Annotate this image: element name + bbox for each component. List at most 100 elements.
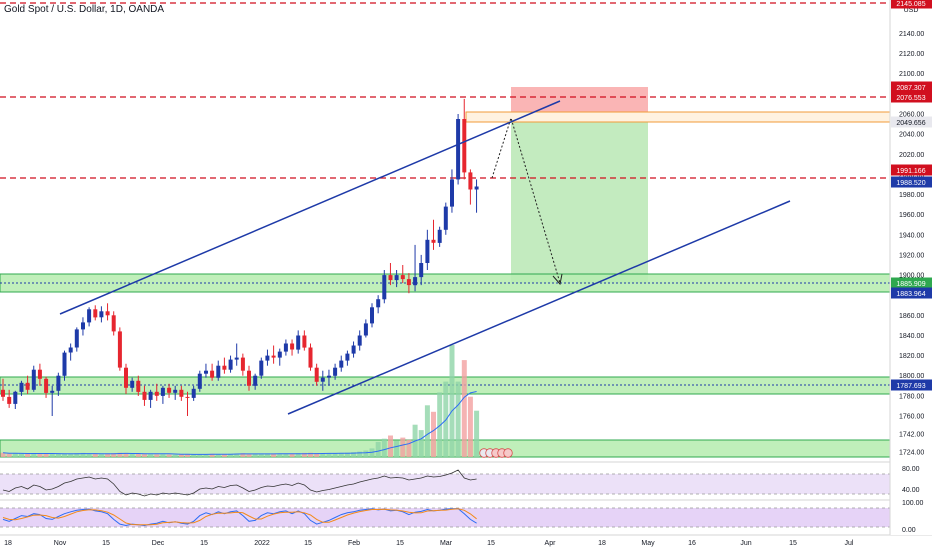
volume-bar [344, 452, 350, 457]
projection-path [491, 116, 561, 284]
candle[interactable] [81, 322, 85, 330]
candle[interactable] [283, 343, 288, 352]
volume-bar [351, 452, 357, 457]
candle[interactable] [247, 370, 251, 386]
volume-bar [246, 453, 252, 457]
candle[interactable] [93, 309, 98, 318]
candle[interactable] [443, 206, 448, 230]
channel-upper-trendline[interactable] [59, 100, 561, 315]
candle[interactable] [111, 315, 116, 332]
candle[interactable] [456, 119, 461, 180]
candle[interactable] [425, 239, 430, 263]
volume-bar [467, 396, 473, 457]
candle[interactable] [474, 186, 479, 190]
candle[interactable] [124, 367, 128, 388]
candle[interactable] [376, 299, 381, 308]
candle[interactable] [320, 377, 325, 382]
candle[interactable] [253, 375, 258, 386]
candle[interactable] [185, 396, 190, 398]
volume-bar [166, 454, 172, 457]
candle[interactable] [468, 172, 473, 190]
candle[interactable] [44, 378, 49, 393]
candle[interactable] [437, 229, 442, 243]
candle[interactable] [431, 239, 436, 243]
candle[interactable] [265, 355, 270, 361]
candle[interactable] [56, 375, 61, 391]
candle[interactable] [400, 275, 405, 280]
candle[interactable] [357, 335, 362, 346]
y-tick-label: 2020.00 [899, 152, 924, 159]
x-tick-label: 15 [200, 540, 208, 547]
candle[interactable] [388, 275, 393, 281]
candle[interactable] [142, 391, 147, 400]
candle[interactable] [117, 331, 122, 368]
candle[interactable] [160, 387, 165, 396]
candle[interactable] [413, 277, 418, 286]
volume-bar [326, 453, 332, 457]
candle[interactable] [308, 347, 313, 368]
candle[interactable] [271, 355, 276, 358]
candle[interactable] [277, 351, 282, 358]
candle[interactable] [228, 359, 233, 370]
candle[interactable] [339, 360, 344, 368]
candle[interactable] [327, 375, 331, 378]
candle[interactable] [173, 389, 178, 393]
reward-box[interactable] [511, 121, 648, 283]
candle[interactable] [154, 391, 159, 396]
candle[interactable] [62, 352, 67, 376]
candle[interactable] [296, 335, 301, 350]
candle[interactable] [31, 369, 36, 390]
candle[interactable] [394, 275, 399, 281]
candle[interactable] [191, 388, 196, 398]
economic-event-marker[interactable] [503, 448, 513, 458]
candle[interactable] [240, 357, 245, 371]
candle[interactable] [37, 369, 42, 379]
candle[interactable] [148, 391, 153, 400]
volume-bar [6, 453, 12, 457]
candle[interactable] [222, 365, 227, 370]
candle[interactable] [419, 263, 424, 278]
candle[interactable] [382, 275, 387, 300]
channel-lower-trendline[interactable] [287, 200, 791, 415]
candle[interactable] [19, 382, 24, 392]
candle[interactable] [210, 370, 215, 378]
candle[interactable] [333, 367, 338, 376]
candle[interactable] [345, 353, 350, 361]
candle[interactable] [302, 335, 307, 348]
candle[interactable] [216, 365, 221, 378]
candle[interactable] [462, 119, 467, 173]
candle[interactable] [167, 387, 172, 393]
y-tick-label: 1980.00 [899, 192, 924, 199]
candle[interactable] [25, 382, 30, 390]
candle[interactable] [290, 343, 295, 350]
candle[interactable] [204, 370, 208, 374]
candle[interactable] [68, 347, 73, 353]
volume-bar [357, 451, 363, 457]
candle[interactable] [370, 307, 374, 324]
candle[interactable] [74, 329, 79, 348]
rsi-pane [0, 469, 890, 497]
candle[interactable] [351, 345, 356, 354]
candle[interactable] [450, 179, 454, 207]
candle[interactable] [50, 390, 55, 393]
candle[interactable] [13, 391, 18, 404]
candle[interactable] [234, 357, 239, 360]
candle[interactable] [314, 367, 319, 382]
candle[interactable] [136, 380, 141, 392]
candle[interactable] [105, 311, 110, 316]
candle[interactable] [130, 380, 135, 388]
y-tick-label: 1742.00 [899, 432, 924, 439]
candle[interactable] [1, 389, 5, 397]
candle[interactable] [363, 323, 368, 336]
candle[interactable] [87, 309, 92, 323]
candle[interactable] [99, 311, 104, 318]
volume-bar [301, 452, 307, 457]
x-tick-label: 15 [396, 540, 404, 547]
candle[interactable] [197, 373, 202, 389]
candle[interactable] [406, 279, 411, 286]
candle[interactable] [259, 360, 264, 376]
candle[interactable] [7, 396, 12, 404]
candle[interactable] [179, 389, 184, 397]
